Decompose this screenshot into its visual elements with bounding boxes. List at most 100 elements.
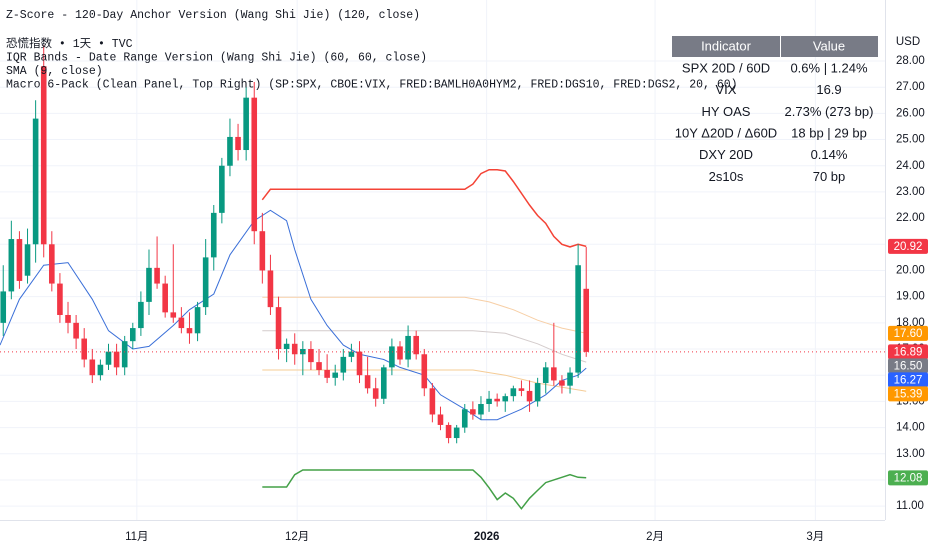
y-tick-label: 20.00 (896, 265, 925, 277)
candle-body (348, 351, 355, 357)
candle-body (194, 307, 201, 334)
candle-body (308, 349, 314, 363)
price-label: 16.50 (894, 360, 923, 372)
candle-body (259, 231, 266, 271)
price-label-box (888, 386, 928, 402)
candle-body (219, 165, 225, 213)
indicator-line (262, 296, 587, 334)
price-label: 16.89 (894, 346, 923, 358)
candle-body (526, 390, 533, 402)
candle-body (113, 351, 120, 368)
indicator-line (262, 369, 587, 392)
price-label-box (888, 325, 928, 341)
table-cell: 2s10s (709, 169, 744, 184)
indicator-line (0, 209, 587, 421)
candle-body (210, 212, 217, 258)
table-cell: SPX 20D / 60D (682, 60, 770, 75)
candle-body (356, 351, 363, 376)
candle-body (162, 283, 168, 313)
table-header-cell (672, 36, 780, 57)
candle-body (178, 317, 185, 329)
price-label: 20.92 (894, 241, 923, 253)
grid (0, 0, 885, 520)
candle-body (138, 301, 144, 329)
indicator-line (261, 168, 587, 248)
candle-body (24, 244, 31, 276)
candle-body (486, 398, 492, 405)
candle-body (8, 239, 15, 292)
y-tick-label: 19.00 (896, 291, 925, 303)
candle-body (73, 322, 79, 339)
candle-body (283, 343, 290, 350)
candle-body (300, 349, 306, 355)
candle-body (32, 118, 39, 245)
candle-body (461, 409, 468, 428)
y-tick-label: 11.00 (896, 500, 924, 512)
candle-body (275, 307, 282, 350)
candle-body (583, 288, 590, 352)
y-tick-label: 26.00 (896, 107, 925, 119)
y-tick-label: 25.00 (896, 134, 925, 146)
candle-body (372, 388, 379, 399)
y-tick-label: 27.00 (896, 81, 925, 93)
price-label-box (888, 358, 928, 374)
y-tick-label: 14.00 (896, 422, 925, 434)
candle-body (251, 97, 258, 232)
candle-body (243, 97, 249, 151)
legend-line: SMA (9, close) (6, 65, 103, 78)
table-cell: 10Y Δ20D / Δ60D (675, 126, 777, 141)
table-cell: 0.14% (811, 147, 848, 162)
candle-body (121, 341, 128, 368)
y-tick-label: 24.00 (896, 160, 925, 172)
x-tick-label: 12月 (285, 531, 309, 543)
candle-body (364, 375, 371, 389)
indicator-line (262, 330, 587, 363)
table-cell: DXY 20D (699, 147, 753, 162)
candle-body (146, 267, 152, 302)
candle-body (405, 335, 411, 360)
table-header-cell (781, 36, 878, 57)
candle-body (16, 239, 23, 281)
candle-body (0, 291, 7, 323)
candle-body (575, 265, 581, 373)
candle-body (542, 367, 549, 384)
candle-body (170, 312, 177, 318)
candle-body (97, 364, 104, 376)
candle-body (235, 136, 241, 151)
candle-body (316, 362, 322, 370)
candle-body (389, 346, 395, 368)
candle-body (559, 380, 565, 386)
candle-body (518, 388, 525, 391)
table-header: Indicator (701, 38, 752, 53)
y-tick-label: 13.00 (896, 448, 925, 460)
candle-body (81, 338, 88, 360)
candle-body (202, 257, 209, 308)
candle-body (397, 346, 403, 360)
candle-body (49, 244, 55, 284)
candle-body (186, 328, 193, 334)
candle-body (429, 388, 436, 415)
y-tick-label: 28.00 (896, 55, 925, 67)
candle-body (129, 328, 136, 342)
axis: 11.0012.0013.0014.0015.0016.0017.0018.00… (125, 55, 928, 543)
table-cell: 18 bp | 29 bp (791, 126, 867, 141)
plot (0, 45, 885, 510)
candle-body (89, 359, 96, 376)
price-label-box (888, 344, 928, 360)
candle-body (470, 409, 476, 415)
y-tick-label: 22.00 (896, 212, 925, 224)
candle-body (534, 383, 541, 402)
table-cell: VIX (716, 82, 737, 97)
x-tick-label: 2月 (646, 531, 664, 543)
candle-body (105, 351, 112, 365)
candle-body (494, 398, 500, 402)
candle-body (227, 136, 233, 166)
candle-body (445, 424, 452, 439)
candle-body (421, 354, 428, 389)
price-label-box (888, 372, 928, 388)
candle-body (510, 388, 517, 397)
price-label: 12.08 (894, 472, 923, 484)
candle-body (437, 414, 444, 425)
candle-body (551, 367, 557, 381)
